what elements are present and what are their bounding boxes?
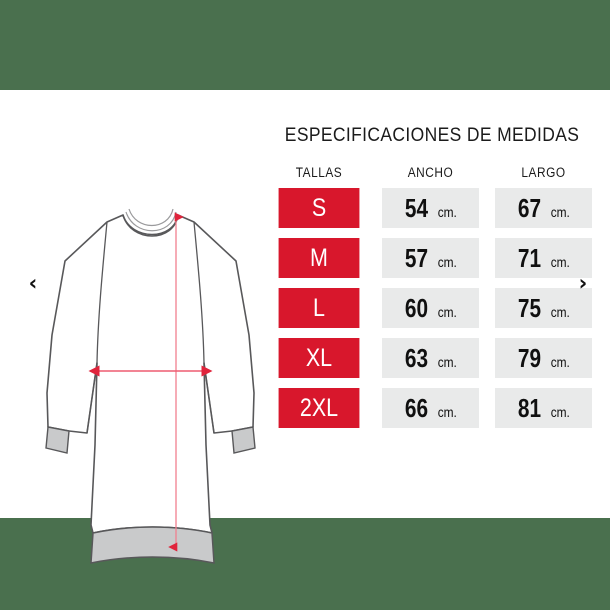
ancho-cell: 66 cm. bbox=[382, 388, 479, 428]
header-gap-2 bbox=[480, 165, 494, 180]
largo-unit: cm. bbox=[550, 254, 571, 270]
top-letterbox-band bbox=[0, 0, 610, 90]
left-cuff bbox=[45, 426, 70, 454]
chevron-left-icon[interactable]: ‹ bbox=[28, 271, 38, 295]
largo-unit: cm. bbox=[550, 404, 571, 420]
largo-cell: 71 cm. bbox=[495, 238, 592, 278]
largo-value: 75 bbox=[518, 293, 542, 323]
table-row: XL 63 cm. 79 cm. bbox=[272, 338, 592, 378]
ancho-value: 57 bbox=[405, 243, 429, 273]
ancho-cell: 60 cm. bbox=[382, 288, 479, 328]
size-badge: 2XL bbox=[278, 388, 360, 428]
chart-content-area: ESPECIFICACIONES DE MEDIDAS TALLAS ANCHO… bbox=[0, 90, 610, 564]
right-armhole-seam bbox=[193, 221, 205, 364]
largo-value: 67 bbox=[518, 193, 542, 223]
largo-cell: 81 cm. bbox=[495, 388, 592, 428]
ancho-unit: cm. bbox=[437, 254, 458, 270]
largo-value: 81 bbox=[518, 393, 542, 423]
ancho-value: 63 bbox=[405, 343, 429, 373]
ancho-cell: 63 cm. bbox=[382, 338, 479, 378]
table-row: S 54 cm. 67 cm. bbox=[272, 188, 592, 228]
spec-title: ESPECIFICACIONES DE MEDIDAS bbox=[284, 125, 580, 146]
size-badge: S bbox=[278, 188, 360, 228]
ancho-cell: 57 cm. bbox=[382, 238, 479, 278]
table-row: L 60 cm. 75 cm. bbox=[272, 288, 592, 328]
size-badge: XL bbox=[278, 338, 360, 378]
specifications-table: ESPECIFICACIONES DE MEDIDAS TALLAS ANCHO… bbox=[272, 125, 592, 438]
ancho-cell: 54 cm. bbox=[382, 188, 479, 228]
cell-gap bbox=[479, 188, 495, 228]
cell-gap bbox=[366, 238, 382, 278]
cell-gap bbox=[479, 238, 495, 278]
right-cuff bbox=[231, 426, 256, 454]
cell-gap bbox=[366, 188, 382, 228]
cell-gap bbox=[366, 388, 382, 428]
spec-rows: S 54 cm. 67 cm. M bbox=[272, 188, 592, 428]
largo-value: 79 bbox=[518, 343, 542, 373]
largo-unit: cm. bbox=[550, 204, 571, 220]
cell-gap bbox=[366, 338, 382, 378]
left-armhole-seam bbox=[96, 221, 108, 364]
cell-gap bbox=[479, 388, 495, 428]
size-badge: M bbox=[278, 238, 360, 278]
ancho-unit: cm. bbox=[437, 354, 458, 370]
neckline-rib-1 bbox=[125, 211, 177, 232]
chevron-right-icon[interactable]: › bbox=[578, 271, 588, 295]
ancho-unit: cm. bbox=[437, 304, 458, 320]
cell-gap bbox=[366, 288, 382, 328]
ancho-value: 60 bbox=[405, 293, 429, 323]
largo-cell: 75 cm. bbox=[495, 288, 592, 328]
ancho-unit: cm. bbox=[437, 204, 458, 220]
spec-column-headers: TALLAS ANCHO LARGO bbox=[272, 165, 592, 180]
ancho-value: 66 bbox=[405, 393, 429, 423]
ancho-value: 54 bbox=[405, 193, 429, 223]
column-header-tallas: TALLAS bbox=[295, 165, 343, 180]
garment-body-outline bbox=[46, 214, 255, 534]
size-badge: L bbox=[278, 288, 360, 328]
garment-illustration bbox=[45, 208, 256, 564]
bottom-rib-hem bbox=[90, 526, 215, 564]
largo-unit: cm. bbox=[550, 304, 571, 320]
largo-unit: cm. bbox=[550, 354, 571, 370]
column-header-largo: LARGO bbox=[521, 165, 566, 180]
header-gap-1 bbox=[367, 165, 381, 180]
neckline-rib-2 bbox=[128, 208, 174, 226]
column-header-ancho: ANCHO bbox=[407, 165, 454, 180]
largo-cell: 79 cm. bbox=[495, 338, 592, 378]
largo-value: 71 bbox=[518, 243, 542, 273]
ancho-unit: cm. bbox=[437, 404, 458, 420]
cell-gap bbox=[479, 338, 495, 378]
table-row: 2XL 66 cm. 81 cm. bbox=[272, 388, 592, 428]
cell-gap bbox=[479, 288, 495, 328]
table-row: M 57 cm. 71 cm. bbox=[272, 238, 592, 278]
largo-cell: 67 cm. bbox=[495, 188, 592, 228]
